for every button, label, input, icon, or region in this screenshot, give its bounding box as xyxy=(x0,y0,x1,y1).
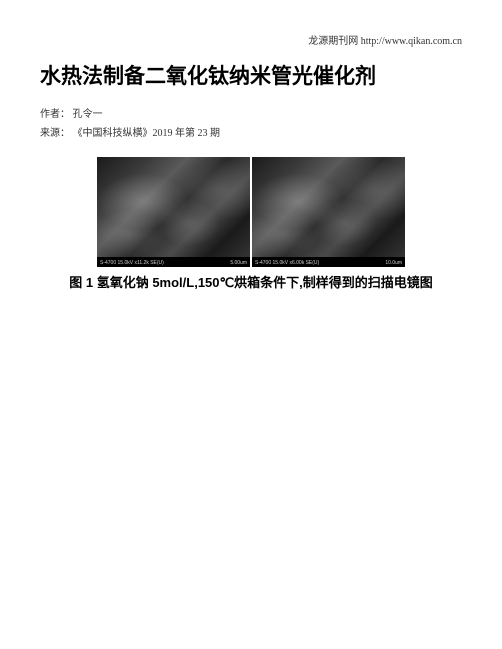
source-line: 来源： 《中国科技纵横》2019 年第 23 期 xyxy=(40,124,462,139)
header-site-link: 龙源期刊网 http://www.qikan.com.cn xyxy=(308,32,462,47)
figure-container: S-4700 15.0kV x11.2k SE(U) 5.00um S-4700… xyxy=(40,157,462,293)
sem-image-left-label: S-4700 15.0kV x11.2k SE(U) xyxy=(100,260,164,266)
article-title: 水热法制备二氧化钛纳米管光催化剂 xyxy=(40,60,462,90)
sem-image-left: S-4700 15.0kV x11.2k SE(U) 5.00um xyxy=(97,157,250,267)
source-text: 《中国科技纵横》2019 年第 23 期 xyxy=(73,128,221,139)
figure-caption: 图 1 氢氧化钠 5mol/L,150℃烘箱条件下,制样得到的扫描电镜图 xyxy=(60,273,442,293)
sem-image-right: S-4700 15.0kV x6.00k SE(U) 10.0um xyxy=(252,157,405,267)
sem-image-right-scale: 10.0um xyxy=(385,260,402,266)
sem-image-right-label: S-4700 15.0kV x6.00k SE(U) xyxy=(255,260,319,266)
images-row: S-4700 15.0kV x11.2k SE(U) 5.00um S-4700… xyxy=(60,157,442,267)
source-label: 来源： xyxy=(40,128,70,139)
author-name: 孔令一 xyxy=(73,109,103,120)
author-line: 作者： 孔令一 xyxy=(40,105,462,120)
author-label: 作者： xyxy=(40,109,70,120)
sem-image-left-scale: 5.00um xyxy=(230,260,247,266)
